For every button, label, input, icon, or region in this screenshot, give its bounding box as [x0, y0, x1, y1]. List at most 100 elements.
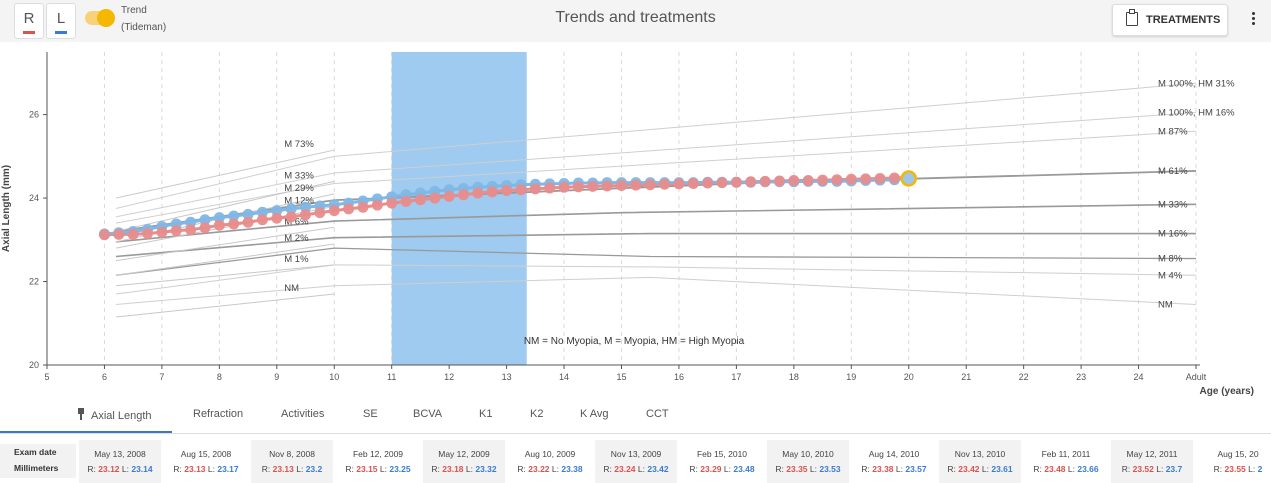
x-tick-label: 5 [44, 372, 49, 382]
data-point-R [328, 205, 340, 217]
exam-date: May 12, 2009 [438, 449, 490, 459]
more-vert-icon-dot [1251, 22, 1255, 25]
right-value: 23.15 [356, 464, 378, 474]
data-point-R [199, 222, 211, 234]
exam-date: Feb 12, 2009 [352, 449, 404, 459]
r-prefix: R: [1121, 464, 1133, 474]
right-value: 23.22 [528, 464, 550, 474]
data-point-L [228, 210, 240, 222]
trend-toggle[interactable] [85, 9, 115, 27]
exam-column[interactable]: Aug 15, 2008 R: 23.13 L: 23.17 [165, 440, 247, 483]
r-prefix: R: [261, 464, 273, 474]
right-value: 23.12 [98, 464, 120, 474]
data-point-R [357, 201, 369, 213]
r-prefix: R: [861, 464, 873, 474]
r-prefix: R: [431, 464, 443, 474]
trend-label: Trend (Tideman) [121, 2, 166, 36]
exam-column[interactable]: May 13, 2008 R: 23.12 L: 23.14 [79, 440, 161, 483]
tab-k1[interactable]: K1 [479, 408, 492, 420]
tab-axial-length[interactable]: Axial Length [77, 408, 152, 422]
right-value: 23.18 [442, 464, 464, 474]
data-point-R [702, 177, 714, 189]
exam-column[interactable]: Aug 14, 2010 R: 23.38 L: 23.57 [853, 440, 935, 483]
l-prefix: L: [1153, 464, 1166, 474]
tab-bcva[interactable]: BCVA [413, 408, 442, 420]
data-point-R [673, 178, 685, 190]
exam-column[interactable]: Aug 10, 2009 R: 23.22 L: 23.38 [509, 440, 591, 483]
l-prefix: L: [119, 464, 132, 474]
data-point-R [802, 175, 814, 187]
y-tick-label: 24 [29, 193, 39, 203]
exam-column[interactable]: May 12, 2009 R: 23.18 L: 23.32 [423, 440, 505, 483]
exam-table: Exam date Millimeters May 13, 2008 R: 23.… [0, 440, 1271, 483]
data-point-R [730, 176, 742, 188]
data-point-R [544, 182, 556, 194]
tab-k2[interactable]: K2 [530, 408, 543, 420]
reference-curve [115, 149, 335, 199]
exam-date: Aug 15, 20 [1217, 449, 1259, 459]
data-point-R [644, 179, 656, 191]
data-point-R [314, 207, 326, 219]
data-point-R [271, 212, 283, 224]
tab-refraction[interactable]: Refraction [193, 408, 243, 420]
data-point-R [529, 183, 541, 195]
right-eye-button[interactable]: R [14, 3, 44, 39]
exam-column[interactable]: Nov 13, 2010 R: 23.42 L: 23.61 [939, 440, 1021, 483]
exam-column[interactable]: May 10, 2010 R: 23.35 L: 23.53 [767, 440, 849, 483]
reference-curve-label: M 16% [1158, 229, 1188, 240]
axial-length-chart: M 100%, HM 31% M 100%, HM 16% M 87% M 61% M … [1, 52, 1254, 397]
tab-label: Activities [281, 408, 325, 420]
reference-curve-label: M 73% [284, 139, 314, 150]
age-highlight-band [391, 52, 527, 365]
tab-k-avg[interactable]: K Avg [580, 408, 609, 420]
left-value: 23.66 [1077, 464, 1099, 474]
more-menu-button[interactable] [1246, 10, 1260, 30]
exam-column[interactable]: Aug 15, 20 R: 23.55 L: 2 [1197, 440, 1271, 483]
r-prefix: R: [947, 464, 959, 474]
exam-column[interactable]: May 12, 2011 R: 23.52 L: 23.7 [1111, 440, 1193, 483]
exam-column[interactable]: Feb 15, 2010 R: 23.29 L: 23.48 [681, 440, 763, 483]
data-point-R [630, 179, 642, 191]
l-prefix: L: [893, 464, 906, 474]
treatments-button[interactable]: TREATMENTS [1112, 4, 1228, 36]
left-value: 23.61 [991, 464, 1013, 474]
x-tick-label: Adult [1186, 372, 1207, 382]
tab-se[interactable]: SE [363, 408, 378, 420]
tab-activities[interactable]: Activities [281, 408, 324, 420]
data-point-R [587, 180, 599, 192]
data-point-R [113, 228, 125, 240]
tab-cct[interactable]: CCT [646, 408, 669, 420]
reference-curve [115, 293, 335, 318]
exam-values: R: 23.52 L: 23.7 [1111, 464, 1193, 474]
exam-column[interactable]: Nov 8, 2008 R: 23.13 L: 23.2 [251, 440, 333, 483]
left-eye-button[interactable]: L [46, 3, 76, 39]
exam-values: R: 23.42 L: 23.61 [939, 464, 1021, 474]
data-point-R [817, 174, 829, 186]
data-point-R [156, 226, 168, 238]
exam-date: Feb 15, 2010 [696, 449, 748, 459]
exam-values: R: 23.38 L: 23.57 [853, 464, 935, 474]
y-axis-label: Axial Length (mm) [1, 165, 12, 252]
l-prefix: L: [377, 464, 390, 474]
tab-label: K Avg [580, 408, 609, 420]
reference-curve-label: M 33% [1158, 199, 1188, 210]
data-point-R [458, 189, 470, 201]
exam-date: Nov 8, 2008 [269, 449, 315, 459]
reference-curve-label: M 87% [1158, 126, 1188, 137]
exam-values: R: 23.48 L: 23.66 [1025, 464, 1107, 474]
l-prefix: L: [635, 464, 648, 474]
tab-label: CCT [646, 408, 669, 420]
l-prefix: L: [549, 464, 562, 474]
r-prefix: R: [775, 464, 787, 474]
exam-column[interactable]: Nov 13, 2009 R: 23.24 L: 23.42 [595, 440, 677, 483]
data-point-R [371, 199, 383, 211]
exam-column[interactable]: Feb 12, 2009 R: 23.15 L: 23.25 [337, 440, 419, 483]
page-title: Trends and treatments [555, 9, 716, 26]
right-value: 23.52 [1132, 464, 1154, 474]
top-bar: R L Trend (Tideman) Trends and treatment… [0, 0, 1271, 42]
left-value: 23.57 [905, 464, 927, 474]
x-tick-label: 24 [1134, 372, 1144, 382]
exam-column[interactable]: Feb 11, 2011 R: 23.48 L: 23.66 [1025, 440, 1107, 483]
y-tick-label: 26 [29, 110, 39, 120]
trend-model: (Tideman) [121, 22, 167, 33]
